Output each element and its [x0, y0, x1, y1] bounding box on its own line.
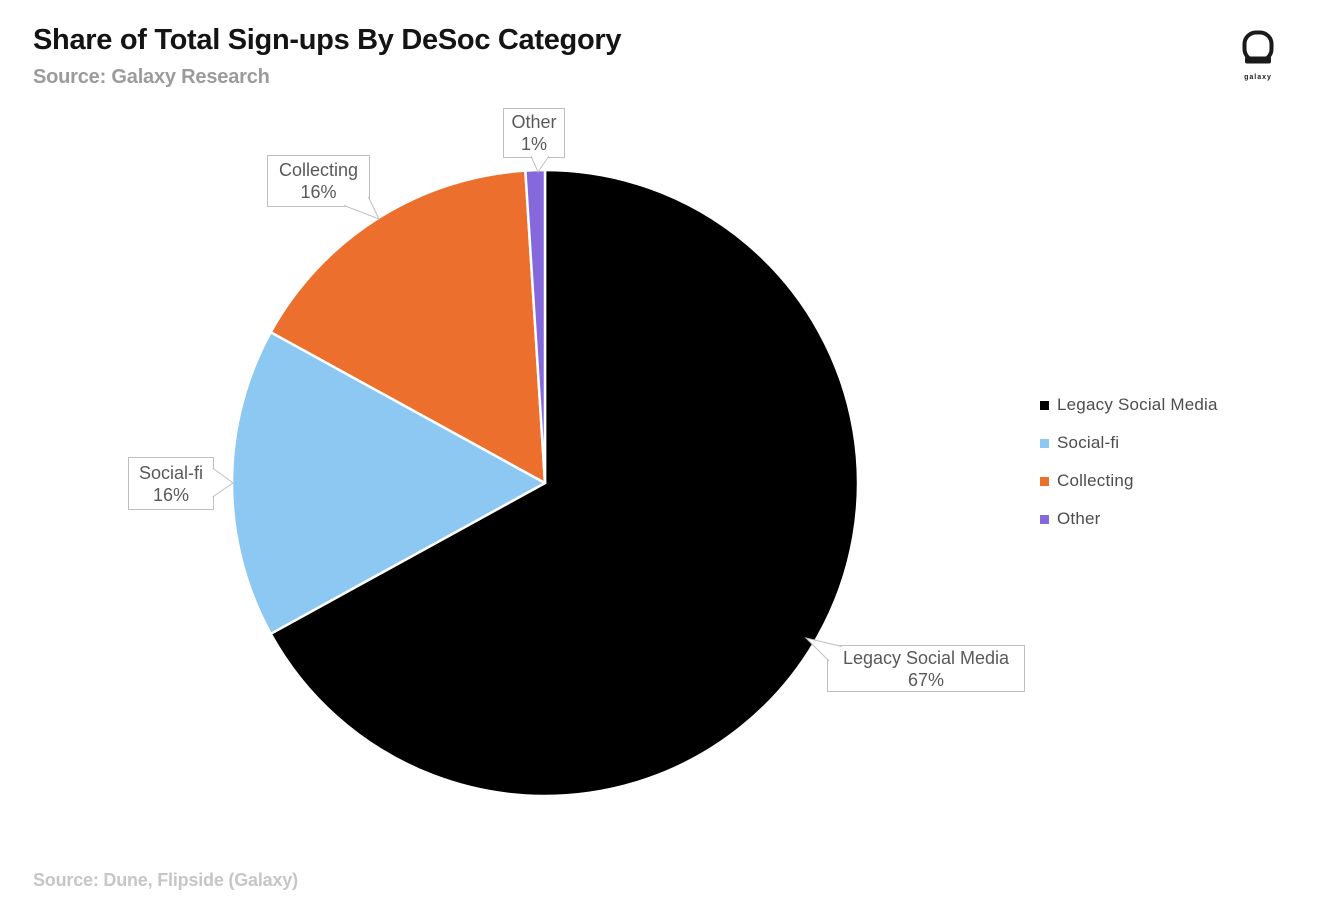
callout-value: 16%: [300, 182, 337, 202]
callout-legacy-social-media: Legacy Social Media 67%: [827, 645, 1025, 692]
legend-item-other: Other: [1040, 500, 1218, 538]
legend-swatch-icon: [1040, 514, 1049, 524]
pie-chart-svg: [230, 168, 860, 798]
callout-label: Social-fi: [138, 462, 204, 483]
legend-item-collecting: Collecting: [1040, 462, 1218, 500]
callout-other: Other 1%: [503, 108, 565, 158]
callout-value: 16%: [152, 484, 190, 505]
callout-social-fi: Social-fi 16%: [128, 457, 214, 510]
chart-legend: Legacy Social Media Social-fi Collecting…: [1040, 386, 1218, 538]
legend-label: Other: [1057, 509, 1101, 528]
legend-swatch-icon: [1040, 400, 1049, 410]
galaxy-logo-wordmark: galaxy: [1244, 74, 1272, 81]
legend-item-legacy-social-media: Legacy Social Media: [1040, 386, 1218, 424]
legend-swatch-icon: [1040, 438, 1049, 448]
legend-label: Legacy Social Media: [1057, 395, 1218, 414]
source-footnote: Source: Dune, Flipside (Galaxy): [33, 870, 298, 890]
chart-subtitle: Source: Galaxy Research: [33, 66, 270, 88]
callout-collecting: Collecting 16%: [267, 155, 370, 207]
legend-label: Collecting: [1057, 471, 1134, 490]
callout-label: Other: [511, 112, 557, 132]
callout-label: Legacy Social Media: [842, 647, 1010, 668]
pie-chart: [215, 153, 875, 813]
chart-title: Share of Total Sign-ups By DeSoc Categor…: [33, 24, 622, 56]
legend-swatch-icon: [1040, 476, 1049, 486]
galaxy-logo: galaxy: [1234, 30, 1282, 81]
galaxy-logo-icon: [1240, 30, 1276, 72]
callout-value: 1%: [520, 134, 547, 154]
callout-label: Collecting: [278, 160, 359, 180]
callout-value: 67%: [907, 669, 945, 690]
legend-label: Social-fi: [1057, 433, 1120, 452]
legend-item-social-fi: Social-fi: [1040, 424, 1218, 462]
